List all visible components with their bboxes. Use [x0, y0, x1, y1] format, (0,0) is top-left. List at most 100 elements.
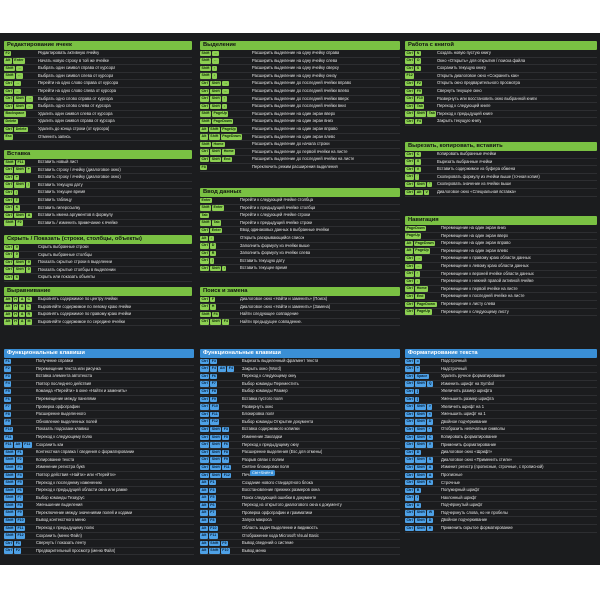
key-cap: F11 [15, 525, 25, 532]
key-combo: Alt F6 [200, 502, 242, 509]
section-func1: Функциональные клавиши F1 Получение справк… [4, 349, 194, 556]
key-combo: Ctrl End [405, 293, 441, 300]
key-cap: F10 [208, 525, 218, 532]
key-cap: Shift [4, 159, 15, 165]
key-cap: Ctrl [405, 103, 415, 110]
key-cap: Shift [415, 434, 427, 440]
key-cap: F4 [415, 118, 423, 125]
key-cap: Ctrl [4, 96, 14, 102]
key-combo: PageUp [405, 233, 441, 239]
shortcut-description: Перемещение к правому краю области данны… [441, 255, 531, 261]
key-cap: Shift [210, 457, 222, 463]
key-cap: W [427, 510, 434, 516]
key-cap: + [415, 366, 421, 372]
shortcut-description: Развернуть или восстановить окно выбранн… [437, 95, 537, 101]
shortcut-row: Ctrl F3 Вырезать выделенный фрагмент текст… [200, 358, 400, 366]
key-combo: Ctrl F12 [200, 419, 242, 425]
key-cap: A [427, 464, 433, 471]
shortcut-description: Вставить строку / ячейку (диалоговое окн… [38, 166, 121, 172]
key-cap: Shift [210, 149, 222, 155]
shortcut-row: Ctrl Shift Home Расширить выделение до перв… [200, 149, 400, 157]
shortcut-description: Выбор команды Открытие документа [242, 418, 314, 424]
shortcut-mat: Редактирование ячеек F2 Редактировать акти… [0, 33, 600, 565]
shortcut-row: F2 Редактировать активную ячейку [4, 50, 192, 58]
key-cap: F7 [15, 495, 24, 501]
key-cap: Ctrl [200, 304, 210, 310]
key-combo: Ctrl U [405, 502, 441, 509]
shortcut-row: Ctrl Shift → Расширить выделение до последн… [200, 80, 400, 88]
shortcut-description: Перемещение текста или рисунка [36, 365, 101, 371]
shortcut-description: Переход к предыдущему полю [36, 525, 95, 531]
shortcut-row: Ctrl Shift 9 Показать скрытые строки в выде… [4, 259, 192, 267]
key-cap: Ctrl [405, 50, 415, 56]
shortcut-row: Ctrl Shift > Увеличить шрифт на 1 [405, 404, 597, 412]
key-cap: Shift [415, 510, 427, 516]
key-cap: Ctrl [405, 301, 415, 307]
shortcut-description: Переход к предыдущему окну [242, 441, 299, 447]
key-cap: Shift [4, 449, 15, 456]
key-cap: S [427, 457, 433, 463]
key-cap: Alt [200, 525, 208, 532]
shortcut-description: Перемещение к верхней ячейке области дан… [441, 270, 534, 276]
shortcut-row: Ctrl F1 Свернуть / показать ленту [4, 540, 194, 548]
key-cap: Ctrl [405, 381, 415, 387]
key-cap: Ctrl [200, 472, 210, 478]
key-cap: : [222, 265, 227, 272]
key-cap: Ctrl [405, 487, 415, 494]
key-cap: Ctrl [200, 442, 210, 448]
key-cap: K [14, 205, 20, 211]
shortcut-description: Диалоговое окно «Шрифт» [441, 449, 493, 455]
shortcut-description: Перемещение к последней ячейке на листе [441, 293, 525, 299]
shortcut-description: Начать новую строку в той же ячейке [38, 57, 110, 63]
key-combo: Ctrl Shift A [4, 212, 38, 219]
key-cap: Ctrl [200, 243, 210, 249]
key-combo: Ctrl F9 [405, 88, 437, 94]
key-cap: F9 [222, 457, 230, 463]
key-combo: F9 [4, 419, 36, 425]
key-cap: 6 [14, 274, 20, 281]
section-clip: Вырезать, копировать, вставить Ctrl C Копир… [405, 142, 597, 197]
key-cap: ← [222, 88, 229, 94]
key-combo: Ctrl Shift * [405, 426, 441, 433]
key-cap: F12 [210, 419, 220, 425]
key-combo: Ctrl Shift + [4, 167, 38, 173]
key-cap: PageUp [220, 126, 238, 132]
shortcut-row: F8 Расширение выделенного [4, 411, 194, 419]
key-cap: Space [415, 373, 429, 380]
shortcut-description: Вставка элемента автотекста [36, 373, 93, 379]
shortcut-description: Открыть окно предварительного просмотра [437, 80, 521, 86]
key-cap: Ctrl [405, 388, 415, 395]
shortcut-row: Ctrl → Перемещение к правому краю области … [405, 255, 597, 263]
key-cap: Ctrl [405, 96, 415, 102]
shortcut-description: Вставить текущее время [38, 189, 86, 195]
shortcut-description: Вырезать выделенный фрагмент текста [242, 358, 319, 363]
key-cap: End [222, 156, 232, 163]
shortcut-row: Ctrl PageUp Перемещение к следующему листу [405, 309, 597, 317]
key-cap: F8 [210, 388, 218, 395]
shortcut-description: Показать скрытые строки в выделении [38, 259, 112, 265]
shortcut-description: Вставить текущую дату [240, 257, 285, 263]
shortcut-description: Команда «Перейти» в окне «Найти и замени… [36, 388, 128, 394]
key-combo: Ctrl F7 [200, 381, 242, 387]
key-combo: Alt PageDown [405, 240, 441, 247]
shortcut-row: Ctrl Shift F6 Переход к предыдущему окну [200, 442, 400, 450]
key-cap: F3 [210, 358, 218, 364]
key-combo: Ctrl Shift Q [405, 381, 441, 387]
key-cap: Alt [200, 480, 208, 486]
key-cap: Shift [200, 58, 211, 64]
key-cap: Ctrl [200, 319, 210, 325]
key-cap: Alt [4, 304, 12, 310]
shortcut-description: Восстановление прежних размеров окна [242, 487, 320, 493]
shortcut-row: Alt F7 Проверка орфографии и грамматики [200, 510, 400, 518]
key-combo: Ctrl F8 [200, 388, 242, 395]
key-combo: Ctrl T [4, 197, 38, 203]
key-cap: Shift [4, 73, 15, 79]
key-cap: A [19, 304, 26, 310]
key-combo: Ctrl ↓ [405, 278, 441, 285]
key-cap: 0 [26, 267, 32, 273]
shortcut-row: PageDown Перемещение на один экран вниз [405, 225, 597, 233]
key-cap: F12 [15, 533, 26, 539]
section-find: Поиск и замена Ctrl F Диалоговое окно «Найт… [200, 287, 400, 327]
key-cap: Shift [415, 404, 427, 410]
shortcut-description: Вывод меню [242, 547, 266, 553]
